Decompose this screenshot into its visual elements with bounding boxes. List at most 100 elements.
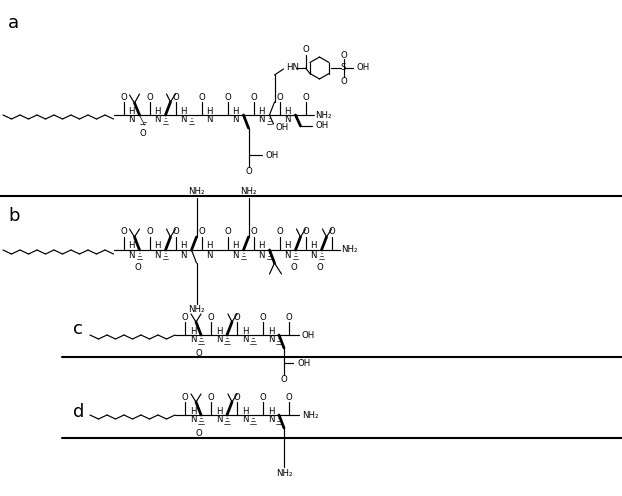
Text: NH₂: NH₂ [276,469,292,478]
Text: N: N [128,250,135,259]
Text: O: O [250,228,257,237]
Text: N: N [180,116,187,124]
Text: O: O [120,92,127,102]
Text: c: c [73,320,83,338]
Text: O: O [182,312,188,321]
Text: N: N [310,250,317,259]
Text: N: N [190,416,197,425]
Text: O: O [276,228,283,237]
Text: O: O [285,392,292,401]
Text: O: O [234,312,240,321]
Text: H: H [242,407,248,416]
Text: N: N [154,250,160,259]
Text: H: H [258,242,265,250]
Text: H: H [258,107,265,116]
Text: N: N [284,116,290,124]
Text: H: H [180,107,187,116]
Text: N: N [216,416,222,425]
Text: OH: OH [266,150,279,160]
Text: N: N [207,116,213,124]
Text: N: N [258,250,265,259]
Text: H: H [180,242,187,250]
Text: H: H [310,242,317,250]
Text: O: O [276,92,283,102]
Text: O: O [208,392,215,401]
Text: H: H [128,107,135,116]
Text: O: O [234,392,240,401]
Text: O: O [302,92,309,102]
Text: N: N [232,250,239,259]
Text: N: N [207,250,213,259]
Text: O: O [290,263,297,272]
Text: O: O [340,51,347,60]
Text: H: H [216,326,222,335]
Text: NH₂: NH₂ [188,306,205,314]
Text: O: O [328,228,335,237]
Text: H: H [207,107,213,116]
Text: H: H [154,107,160,116]
Text: N: N [232,116,239,124]
Text: O: O [134,263,141,272]
Text: OH: OH [276,123,289,131]
Text: O: O [198,228,205,237]
Text: O: O [172,92,179,102]
Text: O: O [259,312,266,321]
Text: N: N [128,116,135,124]
Text: H: H [216,407,222,416]
Text: NH₂: NH₂ [341,246,358,254]
Text: d: d [73,403,85,421]
Text: H: H [207,242,213,250]
Text: OH: OH [315,122,329,130]
Text: H: H [154,242,160,250]
Text: OH: OH [302,330,315,339]
Text: a: a [8,14,19,32]
Text: O: O [139,128,146,137]
Text: S: S [341,63,346,72]
Text: NH₂: NH₂ [315,111,332,120]
Text: b: b [8,207,19,225]
Text: O: O [120,228,127,237]
Text: O: O [172,228,179,237]
Text: O: O [182,392,188,401]
Text: OH: OH [356,63,369,72]
Text: H: H [284,107,290,116]
Text: O: O [224,228,231,237]
Text: N: N [216,335,222,345]
Text: H: H [128,242,135,250]
Text: H: H [267,407,274,416]
Text: NH₂: NH₂ [302,411,318,420]
Text: H: H [232,242,239,250]
Text: N: N [242,335,248,345]
Text: O: O [224,92,231,102]
Text: O: O [196,429,202,437]
Text: H: H [267,326,274,335]
Text: O: O [259,392,266,401]
Text: O: O [302,228,309,237]
Text: HN: HN [287,63,300,72]
Text: NH₂: NH₂ [188,187,205,196]
Text: H: H [190,326,197,335]
Text: H: H [242,326,248,335]
Text: N: N [154,116,160,124]
Text: O: O [302,46,309,55]
Text: O: O [245,168,252,177]
Text: H: H [284,242,290,250]
Text: O: O [146,228,153,237]
Text: NH₂: NH₂ [240,187,257,196]
Text: O: O [281,375,287,384]
Text: N: N [242,416,248,425]
Text: N: N [180,250,187,259]
Text: N: N [267,335,274,345]
Text: O: O [316,263,323,272]
Text: O: O [208,312,215,321]
Text: H: H [232,107,239,116]
Text: O: O [146,92,153,102]
Text: O: O [285,312,292,321]
Text: N: N [267,416,274,425]
Text: H: H [190,407,197,416]
Text: O: O [198,92,205,102]
Text: N: N [284,250,290,259]
Text: O: O [250,92,257,102]
Text: N: N [258,116,265,124]
Text: O: O [340,76,347,85]
